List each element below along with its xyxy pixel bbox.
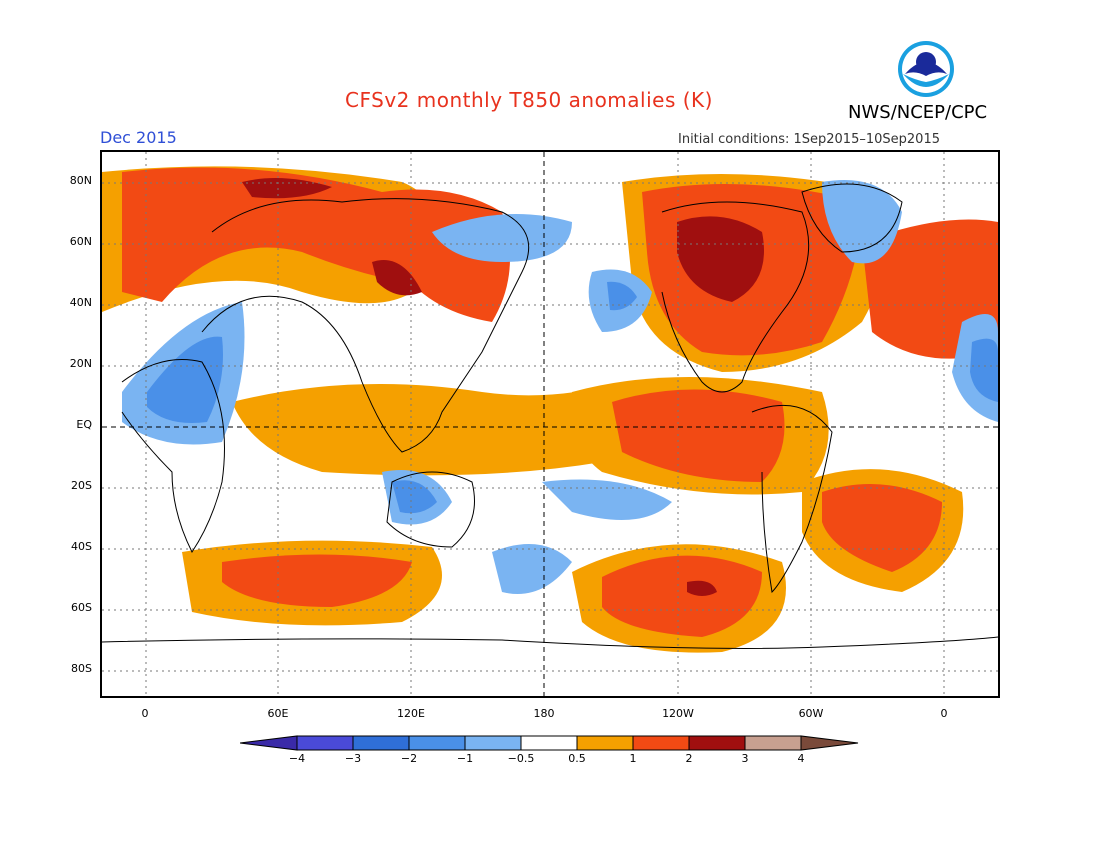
coastlines xyxy=(102,183,998,649)
anomaly-region xyxy=(970,338,998,402)
anomaly-region xyxy=(222,554,412,607)
colorbar-cell xyxy=(352,735,410,751)
initial-conditions: Initial conditions: 1Sep2015–10Sep2015 xyxy=(678,132,940,147)
lon-label: 60W xyxy=(798,707,824,720)
colorbar-label: 3 xyxy=(741,752,749,765)
colorbar xyxy=(240,735,859,751)
graticule xyxy=(102,152,998,696)
colorbar-cell xyxy=(408,735,466,751)
anomaly-region xyxy=(687,580,717,596)
lat-label: 80S xyxy=(71,662,92,675)
colorbar-cell xyxy=(520,735,578,751)
colorbar-label: 1 xyxy=(629,752,637,765)
anomaly-region xyxy=(602,555,762,637)
noaa-logo-icon xyxy=(898,41,954,97)
anomaly-region xyxy=(432,214,572,262)
lon-label: 0 xyxy=(141,707,149,720)
colorbar-cell xyxy=(744,735,802,751)
lat-label: 20N xyxy=(69,357,92,370)
equator-dateline xyxy=(102,152,998,696)
colorbar-arrow-right xyxy=(800,735,859,751)
colorbar-label: −1 xyxy=(456,752,474,765)
anomaly-region xyxy=(492,544,572,594)
forecast-period: Dec 2015 xyxy=(100,128,177,147)
colorbar-label: −0.5 xyxy=(507,752,535,765)
colorbar-arrow-left xyxy=(240,735,298,751)
anomaly-region xyxy=(372,260,422,296)
lat-label: 20S xyxy=(71,479,92,492)
colorbar-cell xyxy=(688,735,746,751)
lat-label: 40N xyxy=(69,296,92,309)
agency-label: NWS/NCEP/CPC xyxy=(848,102,988,123)
anomaly-region xyxy=(822,484,942,572)
anomaly-region xyxy=(607,281,637,311)
colorbar-label: 0.5 xyxy=(568,752,586,765)
colorbar-label: −3 xyxy=(344,752,362,765)
anomaly-region xyxy=(147,336,223,423)
colorbar-cell xyxy=(464,735,522,751)
map-title: CFSv2 monthly T850 anomalies (K) xyxy=(345,88,713,112)
lat-label: 80N xyxy=(69,174,92,187)
colorbar-label: −2 xyxy=(400,752,418,765)
colorbar-label: 2 xyxy=(685,752,693,765)
lon-label: 120W xyxy=(662,707,694,720)
colorbar-cell xyxy=(296,735,354,751)
lon-label: 0 xyxy=(940,707,948,720)
lon-label: 180 xyxy=(533,707,555,720)
anomaly-region xyxy=(542,479,672,520)
colorbar-label: 4 xyxy=(797,752,805,765)
colorbar-label: −4 xyxy=(288,752,306,765)
lat-label: 40S xyxy=(71,540,92,553)
anomaly-region xyxy=(232,382,638,476)
lat-label: 60S xyxy=(71,601,92,614)
colorbar-cell xyxy=(576,735,634,751)
anomaly-map xyxy=(100,150,1000,698)
lat-label: EQ xyxy=(76,418,92,431)
lat-label: 60N xyxy=(69,235,92,248)
lon-label: 60E xyxy=(267,707,289,720)
anomaly-region xyxy=(822,180,902,264)
anomaly-region xyxy=(612,389,785,482)
map-canvas xyxy=(102,152,998,696)
anomaly-region xyxy=(677,216,764,302)
lon-label: 120E xyxy=(397,707,425,720)
colorbar-cell xyxy=(632,735,690,751)
